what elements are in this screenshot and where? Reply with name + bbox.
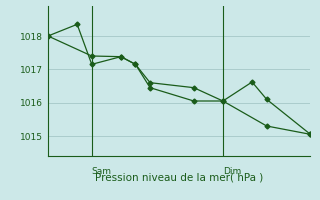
Text: Dim: Dim (223, 167, 241, 176)
Text: Sam: Sam (92, 167, 112, 176)
X-axis label: Pression niveau de la mer( hPa ): Pression niveau de la mer( hPa ) (95, 173, 263, 183)
